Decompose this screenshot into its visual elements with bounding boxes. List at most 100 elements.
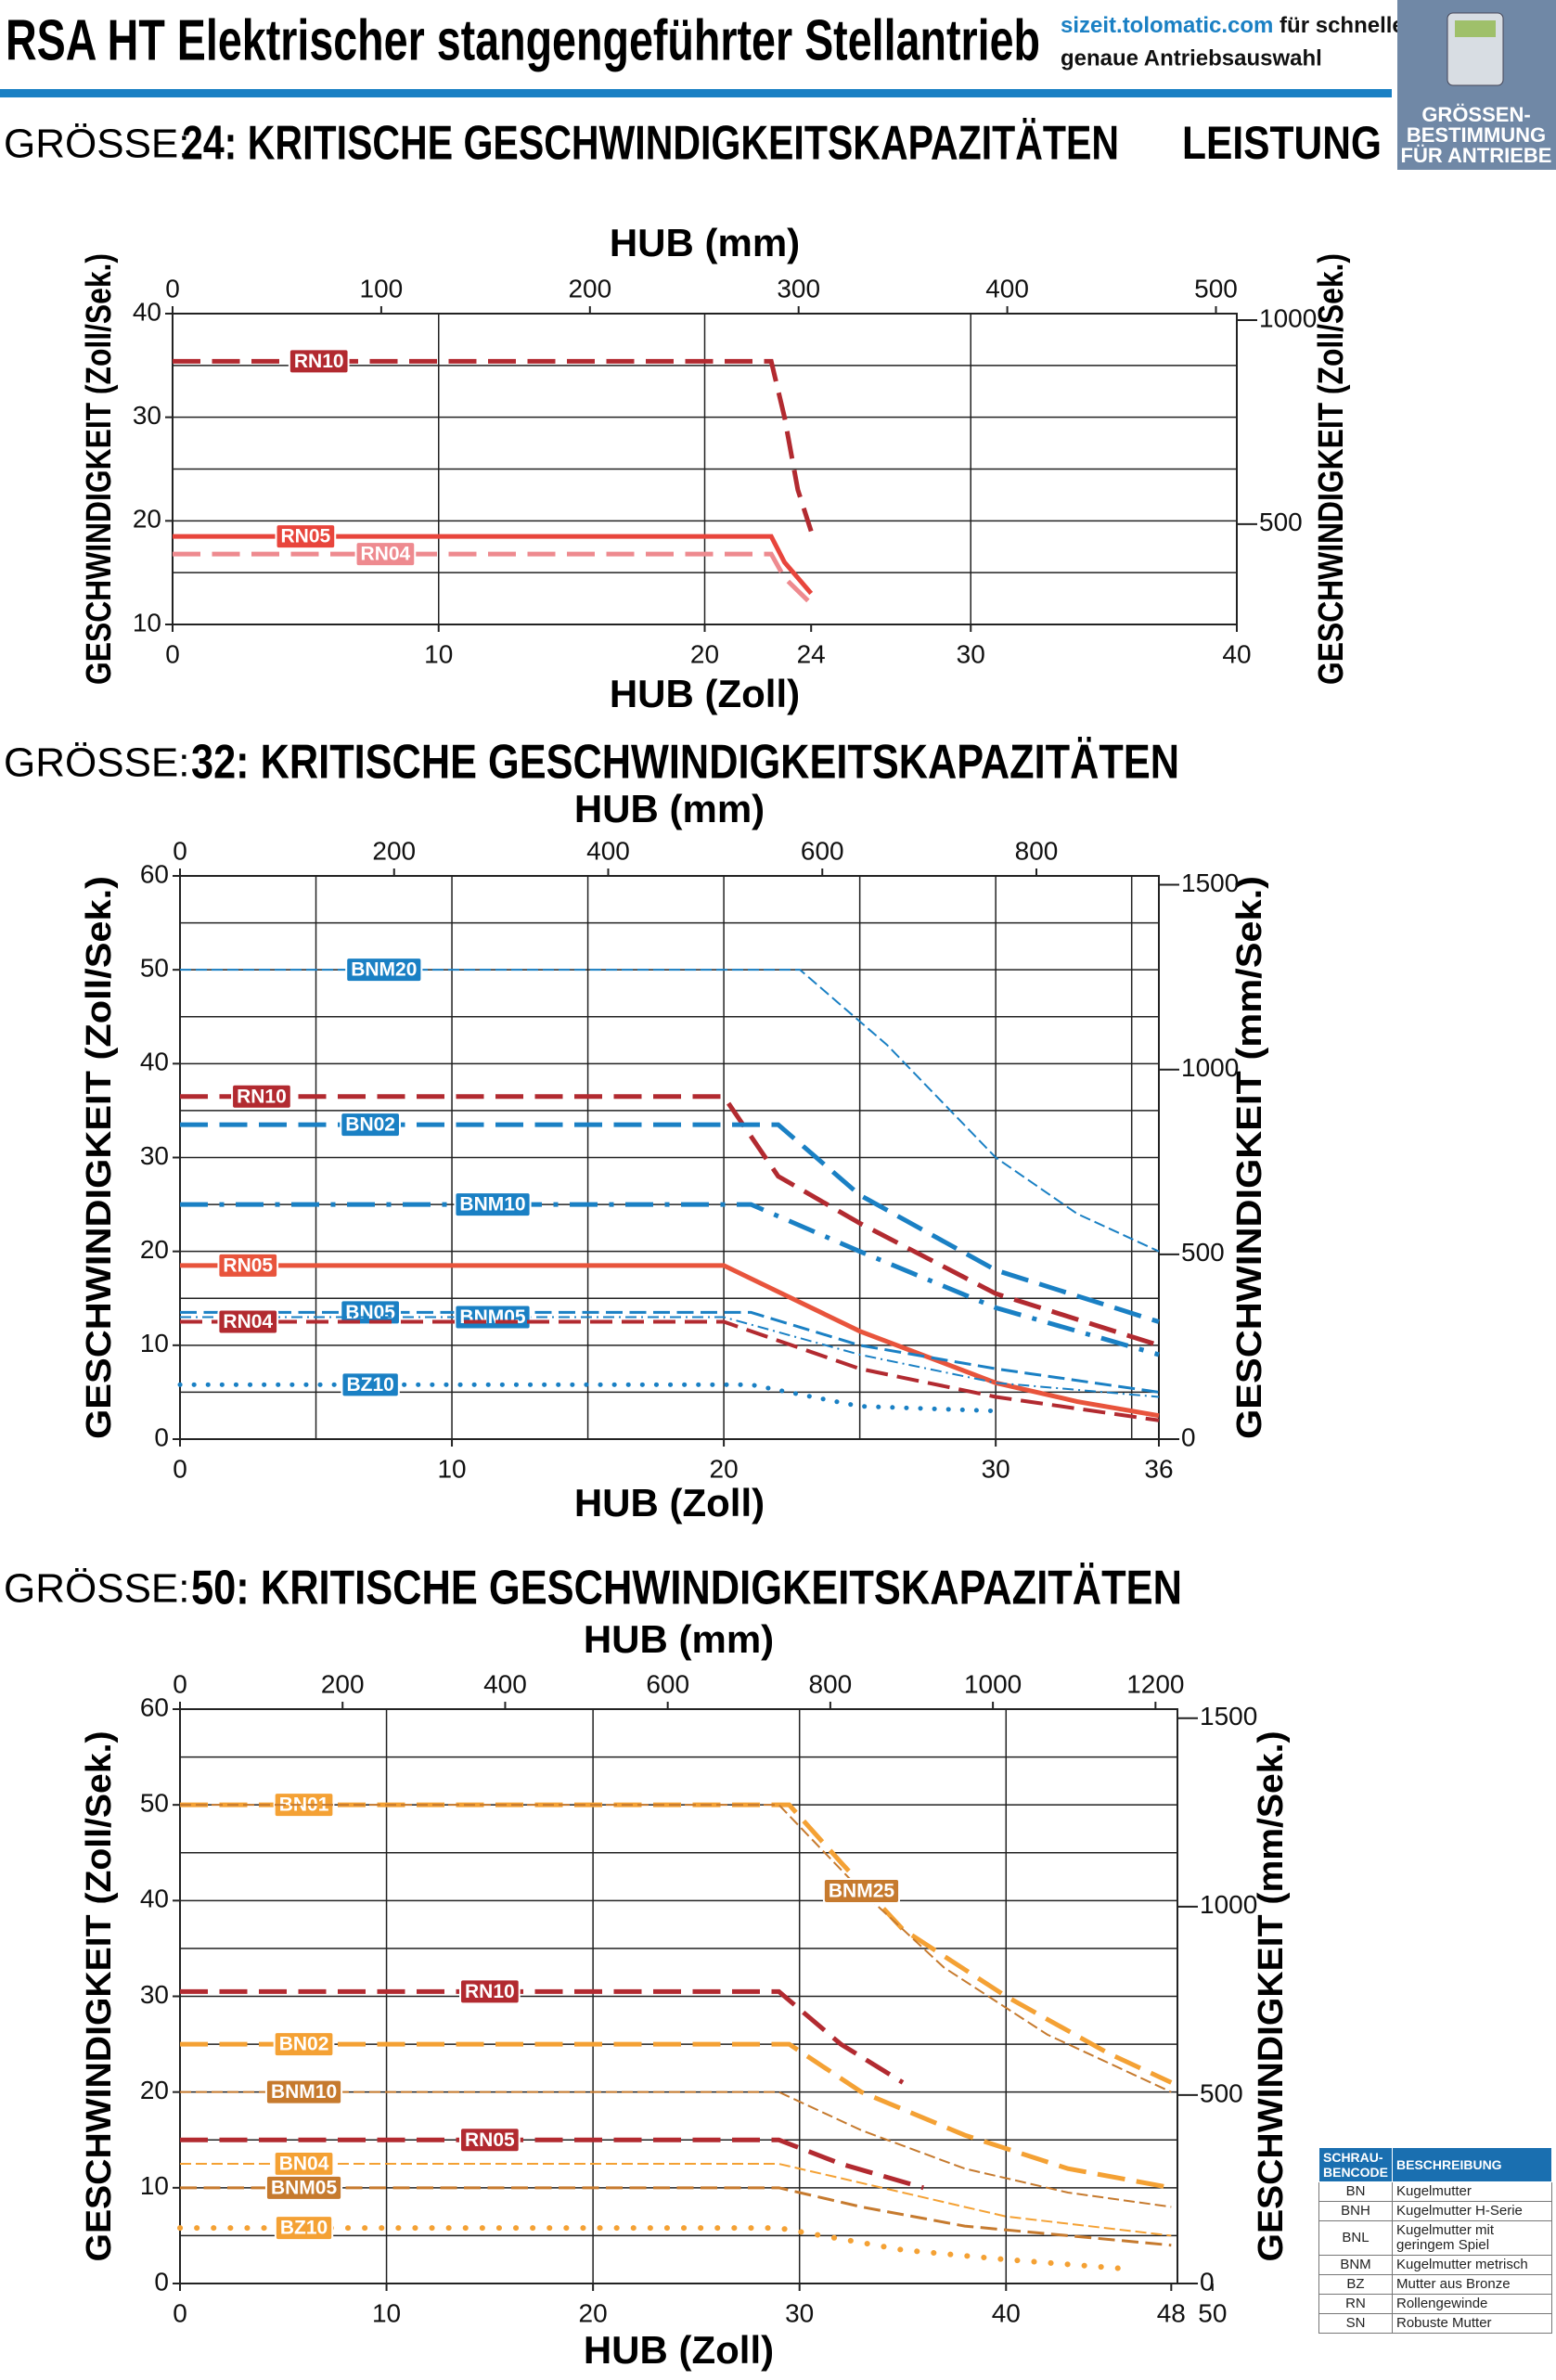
series-line xyxy=(180,1802,1173,2085)
series-line xyxy=(173,534,814,596)
y2-tick-label: 0 xyxy=(1200,2267,1215,2296)
x-axis-title: HUB (Zoll) xyxy=(584,2328,774,2372)
x2-tick-label: 200 xyxy=(321,1669,365,1698)
table-cell: Kugelmutter H-Serie xyxy=(1392,2201,1552,2221)
y-tick-label: 30 xyxy=(140,1141,169,1170)
y2-tick-label: 0 xyxy=(1181,1422,1196,1451)
series-label: BZ10 xyxy=(280,2218,328,2239)
series-label: RN05 xyxy=(465,2129,515,2151)
chart-title: 32: KRITISCHE GESCHWINDIGKEITSKAPAZITÄTE… xyxy=(191,736,1179,790)
table-row: BNH Kugelmutter H-Serie xyxy=(1318,2201,1552,2221)
chart-title: 50: KRITISCHE GESCHWINDIGKEITSKAPAZITÄTE… xyxy=(191,1562,1182,1615)
series-line xyxy=(180,2041,1172,2191)
x-tick-label: 40 xyxy=(1222,639,1251,668)
table-cell: Rollengewinde xyxy=(1392,2294,1552,2314)
y-tick-label: 60 xyxy=(140,859,169,888)
size-label: GRÖSSE: xyxy=(4,122,190,167)
link[interactable]: sizeit.tolomatic.com xyxy=(1061,13,1273,38)
series-line xyxy=(173,358,814,533)
table-header: SCHRAU-BENCODE BESCHREIBUNG xyxy=(1318,2147,1552,2182)
table-row: BNM Kugelmutter metrisch xyxy=(1318,2255,1552,2275)
x2-tick-label: 600 xyxy=(646,1669,689,1698)
series-line xyxy=(180,1122,1160,1324)
header-cell: SCHRAU-BENCODE xyxy=(1318,2147,1393,2182)
page-title: RSA HT Elektrischer stangengeführter Ste… xyxy=(6,8,1040,72)
x2-tick-label: 200 xyxy=(568,274,611,302)
link-text: für schnelle, xyxy=(1273,13,1410,38)
series-line xyxy=(180,1263,1160,1419)
y-tick-label: 30 xyxy=(140,1980,169,2009)
code-table: SCHRAU-BENCODE BESCHREIBUNG BN Kugelmutter B… xyxy=(1318,2147,1552,2334)
x-tick-label: 0 xyxy=(173,1454,187,1483)
series-label-box xyxy=(458,1978,521,2005)
x2-tick-label: 1200 xyxy=(1126,1669,1184,1698)
header-link-text: genaue Antriebsauswahl xyxy=(1061,45,1322,71)
x-tick-label: 40 xyxy=(992,2298,1021,2327)
series-label: RN04 xyxy=(223,1311,273,1332)
x-tick-label: 20 xyxy=(710,1454,739,1483)
badge-text: GRÖSSEN- xyxy=(1421,103,1530,126)
section-label: LEISTUNG xyxy=(1182,117,1382,169)
y2-axis-title: GESCHWINDIGKEIT (Zoll/Sek.) xyxy=(1312,253,1351,685)
y2-tick-label: 1500 xyxy=(1200,1702,1257,1730)
series-line xyxy=(180,969,1160,1253)
chart-title: 24: KRITISCHE GESCHWINDIGKEITSKAPAZITÄTE… xyxy=(182,117,1119,171)
table-row: BZ Mutter aus Bronze xyxy=(1318,2274,1552,2295)
header-rule xyxy=(0,89,1392,97)
calculator-screen xyxy=(1455,20,1496,37)
y-tick-label: 10 xyxy=(140,2171,169,2200)
series-label-box xyxy=(273,1792,335,1819)
series-label-box xyxy=(345,957,423,984)
y2-tick-label: 500 xyxy=(1200,2078,1243,2107)
table-cell: Mutter aus Bronze xyxy=(1392,2274,1552,2295)
series-line xyxy=(180,1804,1172,2093)
table-cell: RN xyxy=(1318,2294,1393,2314)
y-tick-label: 50 xyxy=(140,954,169,983)
series-line xyxy=(177,2225,1133,2272)
y-tick-label: 0 xyxy=(154,2267,169,2296)
series-label: BNM05 xyxy=(459,1306,526,1328)
x-tick-label: 0 xyxy=(165,639,180,668)
x2-tick-label: 600 xyxy=(801,836,844,865)
series-label-box xyxy=(275,523,337,550)
header-link: sizeit.tolomatic.com für schnelle, xyxy=(1061,13,1410,38)
x2-tick-label: 0 xyxy=(165,274,180,302)
x-tick-label: 10 xyxy=(437,1454,466,1483)
x2-tick-label: 100 xyxy=(360,274,404,302)
x2-tick-label: 400 xyxy=(985,274,1029,302)
y2-axis-title: GESCHWINDIGKEIT (mm/Sek.) xyxy=(1252,1731,1291,2262)
x2-axis-title: HUB (mm) xyxy=(584,1617,774,1661)
table-row: BNL Kugelmutter mit geringem Spiel xyxy=(1318,2220,1552,2256)
series-label-box xyxy=(458,2127,521,2154)
y2-tick-label: 1000 xyxy=(1259,303,1317,332)
y2-axis-title: GESCHWINDIGKEIT (mm/Sek.) xyxy=(1230,876,1269,1439)
series-label-box xyxy=(264,2078,343,2105)
table-row: RN Rollengewinde xyxy=(1318,2294,1552,2314)
x2-tick-label: 300 xyxy=(777,274,820,302)
table-cell: BNM xyxy=(1318,2255,1393,2275)
series-label: BN04 xyxy=(279,2154,329,2175)
series-label-box xyxy=(231,1083,292,1110)
y2-tick-label: 1000 xyxy=(1181,1053,1239,1082)
y-tick-label: 10 xyxy=(140,1329,169,1357)
series-line xyxy=(180,2163,1172,2237)
series-label-box xyxy=(273,2031,335,2058)
series-label-box xyxy=(822,1878,901,1905)
series-line xyxy=(180,1310,1160,1394)
series-label: BNM05 xyxy=(271,2177,338,2198)
series-label: RN10 xyxy=(237,1086,287,1107)
size-label: GRÖSSE: xyxy=(4,740,190,786)
table-cell: Kugelmutter metrisch xyxy=(1392,2255,1552,2275)
series-label-box xyxy=(288,348,350,375)
x-tick-label: 20 xyxy=(579,2298,608,2327)
series-label: RN04 xyxy=(361,544,411,565)
y-tick-label: 40 xyxy=(133,297,161,326)
series-label: RN10 xyxy=(465,1981,515,2002)
table-cell: Kugelmutter mit geringem Spiel xyxy=(1392,2220,1552,2256)
series-label: RN10 xyxy=(294,351,344,372)
table-cell: BZ xyxy=(1318,2274,1393,2295)
x-tick-label: 20 xyxy=(690,639,719,668)
y-tick-label: 10 xyxy=(133,608,161,637)
badge-text: BESTIMMUNG xyxy=(1407,123,1546,147)
